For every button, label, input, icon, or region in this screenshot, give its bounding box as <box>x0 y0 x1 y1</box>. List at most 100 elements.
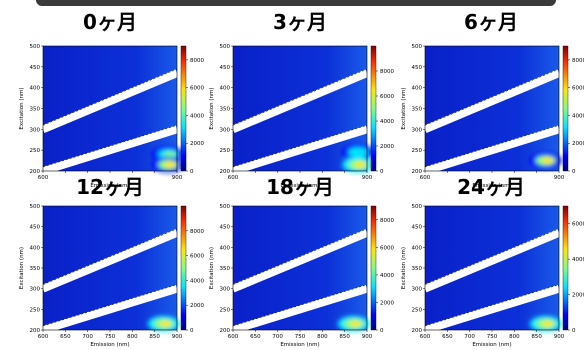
y-tick-label: 450 <box>412 65 423 71</box>
x-tick-label: 700 <box>82 334 93 340</box>
rayleigh-band-1-edge <box>424 228 560 285</box>
y-tick-label: 350 <box>412 266 423 272</box>
colorbar-tick-label: 4000 <box>190 113 204 119</box>
y-tick-label: 200 <box>30 328 41 334</box>
rayleigh-band-2 <box>41 125 179 175</box>
y-tick-label: 400 <box>220 245 231 251</box>
y-tick-label: 300 <box>30 287 41 293</box>
eem-panel-5: 24ヶ月 200 250 300 350 400 450 500 600 650 700 750 800… <box>401 175 584 348</box>
x-axis-label: Emission (nm) <box>280 183 319 189</box>
x-tick-label: 850 <box>339 334 350 340</box>
panel-title: 18ヶ月 <box>266 175 334 199</box>
y-tick-label: 500 <box>412 204 423 210</box>
y-tick-label: 500 <box>220 204 231 210</box>
hotspot-group <box>529 315 562 332</box>
panel-title: 0ヶ月 <box>83 10 137 34</box>
y-tick-label: 350 <box>30 107 41 113</box>
y-axis-label: Excitation (nm) <box>401 87 407 129</box>
colorbar-tick-label: 4000 <box>572 113 584 119</box>
x-tick-label: 700 <box>464 334 475 340</box>
x-tick-label: 800 <box>509 334 520 340</box>
colorbar <box>370 205 377 331</box>
rayleigh-band-1-edge <box>232 228 368 285</box>
y-tick-label: 300 <box>30 127 41 133</box>
y-tick-label: 400 <box>30 245 41 251</box>
colorbar-tick-label: 2000 <box>572 293 584 299</box>
rayleigh-band-2-edge <box>424 125 560 168</box>
eem-panel-1: 3ヶ月 200 250 300 350 400 450 500 600 900 Emission (… <box>209 10 394 189</box>
colorbar-tick-label: 6000 <box>190 254 204 260</box>
rayleigh-band-1 <box>423 229 561 293</box>
colorbar <box>562 45 569 172</box>
colorbar-tick-label: 0 <box>572 328 576 334</box>
hotspot-core <box>541 157 554 164</box>
colorbar-tick-label: 2000 <box>380 300 394 306</box>
x-tick-label: 750 <box>295 334 306 340</box>
x-axis-label: Emission (nm) <box>90 183 129 189</box>
y-tick-label: 200 <box>412 169 423 175</box>
hotspot-core <box>164 161 177 168</box>
y-axis-label: Excitation (nm) <box>209 87 215 129</box>
y-tick-label: 500 <box>30 204 41 210</box>
rayleigh-band-1-edge <box>232 68 368 126</box>
colorbar-tick-label: 8000 <box>380 218 394 224</box>
y-tick-label: 350 <box>30 266 41 272</box>
colorbar-tick-label: 0 <box>380 169 384 175</box>
rayleigh-band-1 <box>41 69 179 134</box>
x-tick-label: 900 <box>554 334 565 340</box>
y-tick-label: 250 <box>412 148 423 154</box>
hotspot-core <box>354 149 367 156</box>
rayleigh-band-2-edge <box>232 125 368 168</box>
x-tick-label: 800 <box>127 334 138 340</box>
rayleigh-band-2 <box>41 284 179 334</box>
x-axis-label: Emission (nm) <box>472 183 511 189</box>
panel-title: 24ヶ月 <box>457 175 525 199</box>
y-tick-label: 500 <box>412 44 423 50</box>
x-tick-label: 650 <box>442 334 453 340</box>
colorbar-tick-label: 6000 <box>572 222 584 228</box>
eem-panel-4: 18ヶ月 200 250 300 350 400 450 500 600 650 700 750 800… <box>209 175 394 348</box>
hotspot-group <box>147 315 180 332</box>
x-tick-label: 850 <box>149 334 160 340</box>
y-tick-label: 200 <box>412 328 423 334</box>
y-tick-label: 500 <box>30 44 41 50</box>
x-tick-label: 750 <box>105 334 116 340</box>
colorbar-tick-label: 2000 <box>190 303 204 309</box>
eem-panel-0: 0ヶ月 200 250 300 350 400 450 500 600 900 Emission (… <box>19 10 204 189</box>
y-tick-label: 200 <box>30 169 41 175</box>
x-axis-label: Emission (nm) <box>90 342 129 348</box>
y-tick-label: 400 <box>220 86 231 92</box>
y-tick-label: 450 <box>412 225 423 231</box>
colorbar-tick-label: 6000 <box>380 94 394 100</box>
y-axis-label: Excitation (nm) <box>209 247 215 289</box>
x-tick-label: 900 <box>362 334 373 340</box>
y-tick-label: 250 <box>412 307 423 313</box>
panel-title: 6ヶ月 <box>464 10 518 34</box>
y-tick-label: 400 <box>412 245 423 251</box>
x-tick-label: 750 <box>487 334 498 340</box>
y-tick-label: 250 <box>220 148 231 154</box>
y-tick-label: 450 <box>220 65 231 71</box>
hotspot-group <box>342 144 375 173</box>
x-tick-label: 650 <box>250 334 261 340</box>
colorbar-tick-label: 6000 <box>380 245 394 251</box>
colorbar <box>370 45 377 172</box>
x-tick-label: 700 <box>272 334 283 340</box>
y-tick-label: 300 <box>412 127 423 133</box>
x-tick-label: 800 <box>317 334 328 340</box>
x-tick-label: 900 <box>172 334 183 340</box>
y-tick-label: 300 <box>220 127 231 133</box>
x-axis-label: Emission (nm) <box>472 342 511 348</box>
y-tick-label: 250 <box>30 148 41 154</box>
x-tick-label: 900 <box>362 175 373 181</box>
colorbar-tick-label: 0 <box>190 169 194 175</box>
y-tick-label: 350 <box>220 266 231 272</box>
colorbar-tick-label: 0 <box>572 169 576 175</box>
hotspot-group <box>529 152 562 169</box>
hotspot-core <box>159 320 172 327</box>
hotspot-core <box>349 320 362 327</box>
y-axis-label: Excitation (nm) <box>19 247 25 289</box>
colorbar-tick-label: 8000 <box>190 58 204 64</box>
x-tick-label: 600 <box>420 175 431 181</box>
